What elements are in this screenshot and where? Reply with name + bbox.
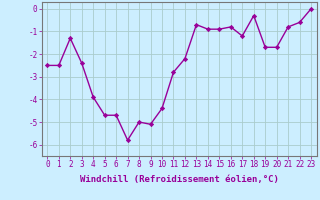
- X-axis label: Windchill (Refroidissement éolien,°C): Windchill (Refroidissement éolien,°C): [80, 175, 279, 184]
